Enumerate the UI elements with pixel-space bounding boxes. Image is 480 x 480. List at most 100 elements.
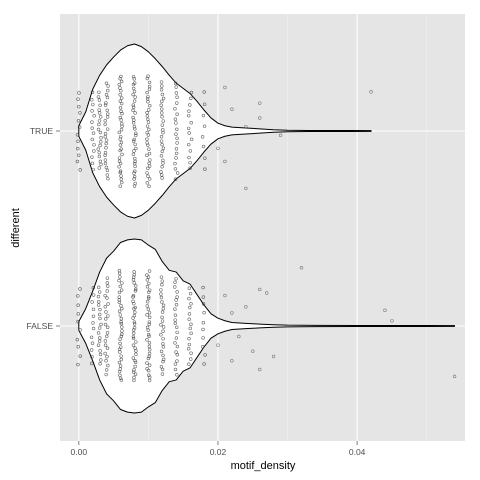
data-point [118, 148, 122, 153]
data-point [90, 355, 94, 359]
data-point [187, 317, 191, 321]
data-point [120, 325, 124, 329]
data-point [104, 317, 108, 321]
data-point [161, 130, 165, 135]
data-point [131, 108, 135, 113]
data-point [96, 300, 101, 304]
data-point [91, 307, 96, 312]
data-point [145, 361, 149, 365]
data-point [132, 281, 136, 285]
data-point [132, 328, 136, 332]
data-point [160, 176, 164, 180]
data-point [161, 325, 166, 329]
data-point [118, 376, 123, 380]
data-point [132, 326, 137, 330]
data-point [96, 343, 101, 347]
data-point [103, 119, 107, 123]
data-point [175, 95, 179, 99]
data-point [132, 137, 136, 142]
data-point [132, 125, 137, 129]
data-point [120, 281, 124, 285]
data-point [134, 287, 138, 292]
data-point [160, 111, 164, 115]
data-point [105, 95, 110, 100]
x-axis-title: motif_density [231, 460, 296, 472]
data-point [97, 119, 102, 123]
data-point [90, 300, 94, 304]
data-point [188, 149, 193, 153]
data-point [173, 318, 177, 322]
data-point [104, 138, 109, 142]
data-point [203, 167, 207, 171]
outlier-point [278, 133, 283, 138]
data-point [132, 378, 136, 383]
data-point [131, 336, 136, 341]
data-point [145, 76, 150, 81]
data-point [96, 331, 101, 335]
data-point [175, 295, 179, 299]
data-point [96, 147, 100, 151]
outlier-point [258, 101, 262, 105]
data-point [105, 355, 109, 359]
data-point [131, 139, 136, 143]
data-point [173, 321, 178, 326]
data-point [160, 283, 164, 287]
data-point [160, 315, 164, 320]
data-point [76, 146, 80, 151]
data-point [147, 184, 151, 189]
data-point [118, 284, 122, 289]
data-point [147, 311, 152, 315]
data-point [98, 130, 103, 135]
data-point [76, 345, 80, 349]
data-point [202, 102, 207, 106]
data-point [90, 120, 94, 124]
data-point [173, 280, 177, 284]
data-point [161, 303, 166, 308]
data-point [145, 338, 149, 342]
data-point [159, 103, 163, 107]
data-point [133, 142, 137, 147]
data-point [188, 160, 192, 165]
data-point [133, 289, 138, 293]
data-point [160, 300, 164, 304]
data-point [97, 90, 101, 94]
data-point [96, 294, 101, 299]
data-point [119, 320, 123, 324]
data-point [146, 120, 151, 124]
data-point [120, 111, 124, 116]
data-point [76, 312, 81, 316]
outlier-point [299, 266, 304, 270]
data-point [91, 285, 96, 290]
data-point [187, 131, 191, 135]
outlier-point [390, 319, 394, 323]
data-point [76, 303, 80, 307]
data-point [159, 333, 163, 337]
data-point [146, 295, 151, 299]
data-point [175, 325, 179, 329]
data-point [103, 339, 108, 343]
data-point [103, 343, 108, 347]
data-point [105, 296, 109, 300]
data-point [147, 87, 152, 91]
data-point [173, 107, 177, 111]
data-point [78, 354, 82, 358]
data-point [105, 331, 110, 335]
data-point [92, 114, 96, 118]
data-point [118, 93, 122, 97]
data-point [104, 372, 108, 377]
data-point [131, 103, 135, 107]
data-point [91, 326, 96, 331]
data-point [147, 151, 152, 156]
data-point [189, 121, 193, 125]
data-point [99, 322, 103, 327]
data-point [98, 362, 102, 366]
data-point [99, 358, 103, 362]
data-point [173, 362, 178, 366]
data-point [148, 375, 152, 379]
data-point [159, 139, 164, 143]
data-point [105, 325, 110, 330]
data-point [89, 348, 94, 352]
data-point [189, 137, 194, 142]
data-point [131, 278, 136, 282]
data-point [146, 166, 150, 171]
